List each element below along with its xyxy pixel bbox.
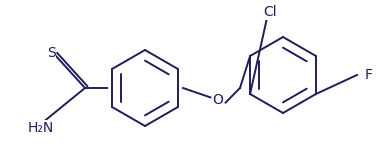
Text: O: O (213, 93, 223, 107)
Text: H₂N: H₂N (28, 121, 54, 135)
Text: F: F (365, 68, 373, 82)
Text: Cl: Cl (263, 5, 277, 19)
Text: S: S (47, 46, 55, 60)
